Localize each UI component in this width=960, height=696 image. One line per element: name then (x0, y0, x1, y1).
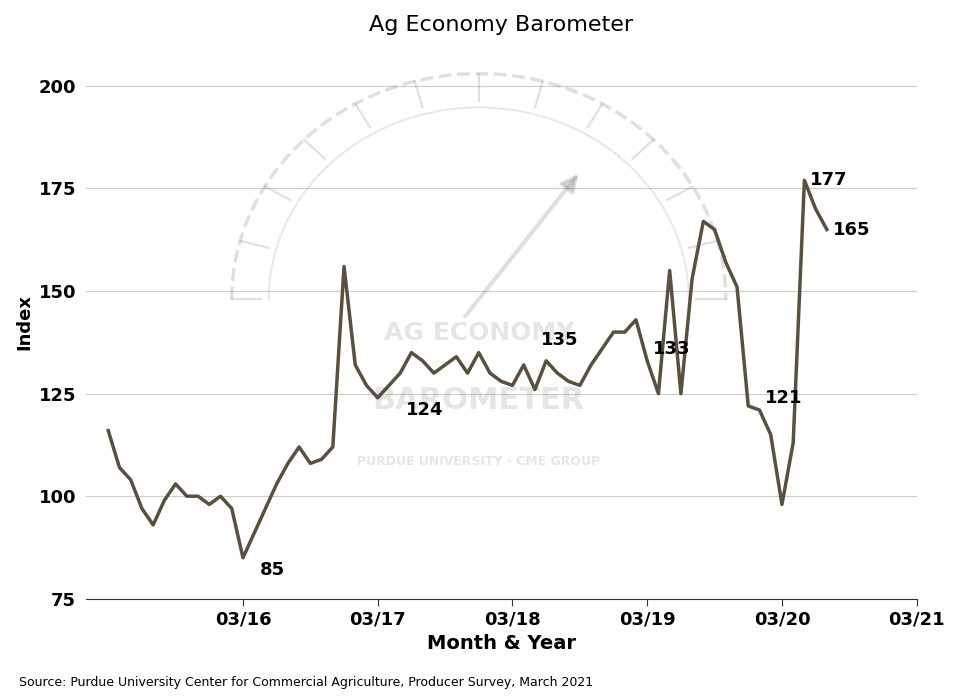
Text: AG ECONOMY: AG ECONOMY (384, 321, 574, 345)
Text: Source: Purdue University Center for Commercial Agriculture, Producer Survey, Ma: Source: Purdue University Center for Com… (19, 676, 593, 689)
Text: PURDUE UNIVERSITY · CME GROUP: PURDUE UNIVERSITY · CME GROUP (357, 455, 600, 468)
Text: 85: 85 (260, 561, 285, 579)
Text: 165: 165 (832, 221, 870, 239)
Text: 121: 121 (765, 389, 803, 406)
Text: 133: 133 (653, 340, 690, 358)
Title: Ag Economy Barometer: Ag Economy Barometer (370, 15, 634, 35)
X-axis label: Month & Year: Month & Year (427, 634, 576, 653)
Text: 135: 135 (540, 331, 578, 349)
Text: 124: 124 (406, 401, 444, 419)
Text: BAROMETER: BAROMETER (372, 386, 585, 416)
Y-axis label: Index: Index (15, 294, 33, 350)
Text: 177: 177 (810, 171, 848, 189)
